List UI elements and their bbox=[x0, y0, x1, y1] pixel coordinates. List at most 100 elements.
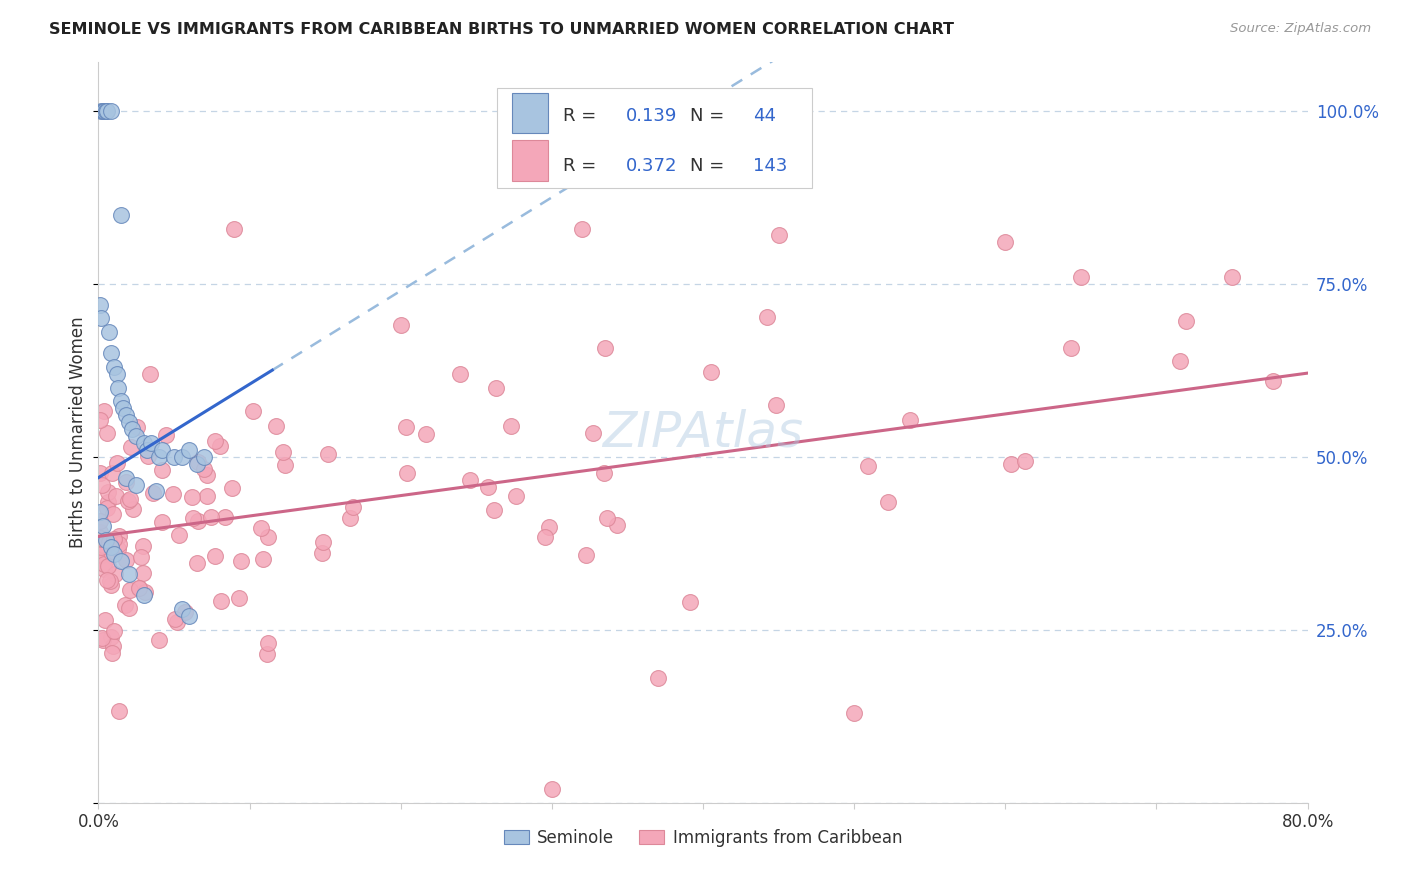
Point bbox=[449, 367, 471, 381]
Point bbox=[179, 609, 201, 624]
Point bbox=[142, 486, 165, 500]
Point bbox=[163, 450, 186, 464]
Point bbox=[96, 501, 118, 516]
Point bbox=[103, 532, 125, 546]
Point bbox=[94, 614, 117, 628]
Point bbox=[89, 466, 111, 480]
Point bbox=[1175, 314, 1198, 328]
Point bbox=[136, 449, 159, 463]
Point bbox=[540, 781, 562, 796]
Point bbox=[100, 346, 122, 360]
Text: 0.372: 0.372 bbox=[626, 157, 678, 176]
Point bbox=[110, 394, 132, 409]
Point bbox=[103, 359, 125, 374]
Point bbox=[93, 103, 115, 118]
Point bbox=[596, 511, 619, 525]
Point bbox=[187, 455, 209, 469]
Point bbox=[110, 554, 132, 568]
Point bbox=[877, 495, 900, 509]
Point bbox=[256, 648, 278, 662]
Point bbox=[179, 442, 201, 457]
Point bbox=[101, 646, 124, 660]
Legend: Seminole, Immigrants from Caribbean: Seminole, Immigrants from Caribbean bbox=[498, 822, 908, 854]
Point bbox=[100, 540, 122, 554]
Point bbox=[132, 588, 155, 602]
Point bbox=[89, 515, 111, 529]
Point bbox=[148, 450, 170, 464]
Text: R =: R = bbox=[562, 107, 602, 126]
Point bbox=[98, 574, 121, 588]
Point bbox=[1070, 269, 1092, 284]
Point bbox=[571, 221, 593, 235]
Point bbox=[538, 520, 561, 534]
Point bbox=[89, 547, 111, 561]
Point bbox=[128, 582, 150, 596]
Point bbox=[166, 615, 188, 629]
Point bbox=[93, 404, 115, 418]
Point bbox=[264, 419, 287, 434]
Point bbox=[118, 601, 141, 615]
Point bbox=[224, 221, 246, 235]
Point bbox=[107, 541, 129, 556]
Point bbox=[195, 467, 218, 482]
Text: Source: ZipAtlas.com: Source: ZipAtlas.com bbox=[1230, 22, 1371, 36]
Point bbox=[679, 594, 702, 608]
Point bbox=[125, 429, 148, 443]
Point bbox=[195, 489, 218, 503]
Point bbox=[1060, 342, 1083, 356]
Point bbox=[145, 484, 167, 499]
Point bbox=[593, 342, 616, 356]
Point bbox=[103, 547, 125, 561]
Point bbox=[477, 480, 499, 494]
Point bbox=[132, 436, 155, 450]
Point bbox=[256, 636, 278, 650]
Point bbox=[209, 594, 232, 608]
Point bbox=[150, 515, 173, 529]
Point bbox=[93, 558, 115, 572]
Point bbox=[120, 582, 142, 597]
Point bbox=[312, 535, 335, 549]
Point bbox=[1014, 453, 1036, 467]
Point bbox=[389, 318, 412, 333]
Point bbox=[121, 501, 143, 516]
Point bbox=[89, 413, 111, 427]
Point bbox=[316, 447, 339, 461]
Point bbox=[108, 537, 131, 551]
Point bbox=[200, 510, 222, 524]
Point bbox=[170, 602, 193, 616]
Point bbox=[250, 521, 273, 535]
Point bbox=[193, 461, 215, 475]
Point bbox=[606, 518, 628, 533]
Point bbox=[110, 208, 132, 222]
Point bbox=[89, 524, 111, 539]
Point bbox=[141, 436, 163, 450]
Point bbox=[994, 235, 1017, 250]
Point bbox=[700, 365, 723, 379]
Point bbox=[229, 554, 252, 568]
Point bbox=[100, 578, 122, 592]
Point bbox=[93, 633, 115, 648]
Point bbox=[208, 439, 231, 453]
Point bbox=[415, 427, 437, 442]
Point bbox=[505, 489, 527, 503]
Point bbox=[150, 463, 173, 477]
Point bbox=[100, 103, 122, 118]
Point bbox=[111, 401, 134, 416]
Point bbox=[256, 530, 278, 544]
Text: N =: N = bbox=[690, 157, 730, 176]
Point bbox=[186, 457, 208, 471]
FancyBboxPatch shape bbox=[498, 88, 811, 188]
Point bbox=[114, 599, 136, 613]
Point bbox=[89, 531, 111, 545]
Point bbox=[96, 425, 118, 440]
Point bbox=[485, 381, 508, 395]
Point bbox=[91, 103, 114, 118]
Point bbox=[97, 484, 120, 499]
Point bbox=[575, 548, 598, 562]
Point bbox=[155, 428, 177, 442]
Point bbox=[90, 311, 112, 326]
Point bbox=[221, 482, 243, 496]
Text: N =: N = bbox=[690, 107, 730, 126]
Point bbox=[96, 573, 118, 587]
Text: 0.139: 0.139 bbox=[626, 107, 676, 126]
